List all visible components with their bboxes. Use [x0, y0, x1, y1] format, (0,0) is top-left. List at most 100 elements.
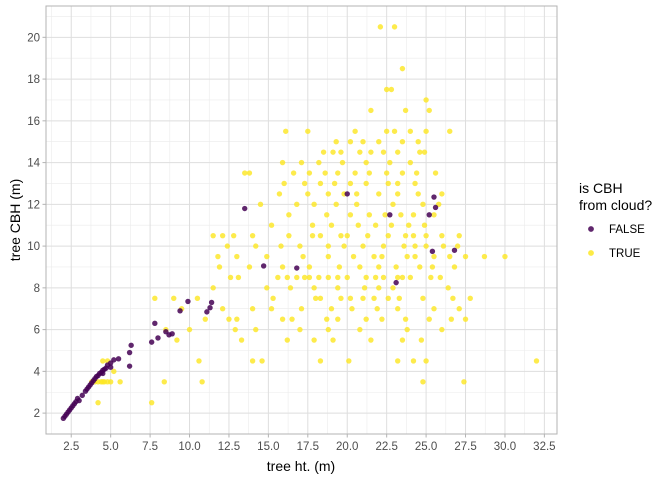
- data-point: [376, 191, 382, 197]
- x-tick-label: 22.5: [375, 441, 397, 453]
- legend-title-line-1: is CBH: [579, 180, 623, 196]
- data-point: [371, 295, 377, 301]
- data-point: [431, 194, 437, 200]
- data-point: [393, 264, 399, 270]
- data-point: [399, 65, 406, 72]
- data-point: [412, 180, 418, 187]
- data-point: [383, 128, 390, 134]
- data-point: [363, 274, 369, 281]
- data-point: [322, 170, 328, 176]
- data-point: [268, 306, 275, 312]
- data-point: [439, 326, 445, 333]
- data-point: [253, 326, 259, 333]
- data-point: [347, 180, 354, 187]
- data-point: [402, 316, 409, 322]
- data-point: [155, 335, 161, 341]
- data-point: [268, 222, 275, 228]
- data-point: [399, 337, 406, 343]
- data-point: [390, 201, 396, 208]
- data-point: [387, 212, 393, 218]
- data-point: [423, 243, 429, 249]
- y-tick-label: 2: [34, 408, 40, 420]
- data-point: [281, 180, 287, 187]
- data-point: [423, 97, 429, 103]
- data-point: [385, 180, 391, 187]
- y-tick-label: 12: [27, 199, 40, 211]
- data-point: [456, 306, 462, 312]
- data-point: [415, 139, 421, 145]
- data-point: [341, 243, 347, 249]
- data-point: [398, 212, 404, 218]
- data-point: [349, 306, 355, 312]
- data-point: [100, 358, 106, 364]
- data-point: [226, 316, 232, 322]
- data-point: [328, 306, 335, 312]
- data-point: [395, 180, 401, 187]
- data-point: [330, 337, 336, 343]
- data-point: [354, 191, 360, 197]
- data-point: [456, 232, 462, 239]
- y-tick-label: 14: [27, 158, 40, 170]
- x-tick-label: 5.0: [103, 441, 119, 453]
- data-point: [391, 24, 398, 30]
- data-point: [421, 222, 428, 228]
- data-point: [95, 399, 101, 406]
- data-point: [309, 232, 316, 239]
- data-point: [287, 285, 294, 291]
- data-point: [365, 232, 371, 239]
- data-point: [210, 285, 216, 291]
- data-point: [279, 264, 286, 270]
- data-point: [260, 263, 267, 269]
- data-point: [152, 320, 158, 327]
- data-point: [412, 253, 418, 260]
- data-point: [346, 358, 352, 364]
- data-point: [171, 295, 177, 301]
- data-point: [316, 274, 322, 281]
- legend-key-true: [588, 250, 594, 256]
- data-point: [286, 232, 292, 239]
- data-point: [426, 316, 432, 322]
- data-point: [148, 399, 155, 406]
- data-point: [257, 201, 264, 208]
- data-point: [325, 253, 332, 260]
- data-point: [421, 149, 428, 155]
- data-point: [395, 306, 401, 312]
- data-point: [306, 274, 313, 281]
- data-point: [283, 128, 289, 134]
- data-point: [300, 253, 306, 260]
- data-point: [399, 170, 406, 176]
- data-point: [246, 264, 253, 270]
- data-point: [161, 379, 167, 385]
- data-point: [279, 316, 286, 322]
- data-point: [115, 356, 122, 362]
- legend: is CBH from cloud? FALSE TRUE: [579, 180, 652, 260]
- data-point: [305, 128, 311, 134]
- data-point: [352, 170, 358, 176]
- data-point: [174, 337, 180, 343]
- data-point: [481, 253, 488, 260]
- minor-gridlines: [46, 6, 557, 434]
- data-point: [382, 212, 388, 218]
- data-point: [330, 149, 336, 155]
- data-point: [298, 159, 305, 166]
- data-point: [360, 139, 366, 145]
- data-point: [270, 295, 276, 301]
- data-point: [440, 243, 447, 249]
- data-point: [423, 232, 429, 239]
- data-point: [204, 309, 210, 315]
- data-point: [462, 316, 469, 322]
- data-point: [432, 170, 439, 176]
- x-tick-label: 20.0: [336, 441, 358, 453]
- data-point: [208, 299, 215, 306]
- data-point: [289, 316, 295, 322]
- data-point: [357, 264, 363, 270]
- x-tick-label: 32.5: [533, 441, 555, 453]
- data-point: [253, 243, 259, 249]
- data-point: [111, 368, 117, 375]
- data-point: [396, 295, 402, 301]
- data-point: [395, 149, 401, 155]
- data-point: [199, 379, 205, 385]
- data-point: [533, 358, 540, 364]
- data-point: [354, 201, 360, 208]
- data-point: [264, 285, 270, 291]
